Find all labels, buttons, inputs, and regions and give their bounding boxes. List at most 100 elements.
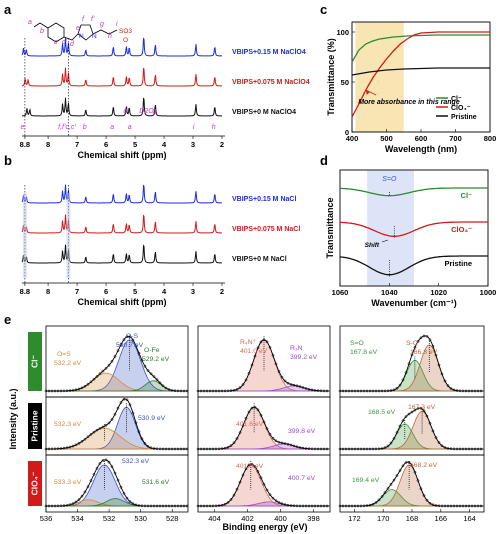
ftir-series-line <box>339 255 488 276</box>
xps-data-point <box>232 493 236 497</box>
peak-label: a <box>110 124 114 131</box>
series-label: VBIPS+0.075 M NaClO4 <box>232 79 310 86</box>
xps-data-point <box>104 458 108 462</box>
xps-data-point <box>307 447 311 451</box>
imidazole-ring <box>77 24 94 41</box>
row-label: Cl⁻ <box>29 355 39 369</box>
xps-data-point <box>377 498 381 502</box>
x-tick-label: 536 <box>40 514 53 523</box>
xps-data-point <box>319 447 323 451</box>
xps-data-point <box>410 464 414 467</box>
xps-data-point <box>256 408 260 412</box>
xps-data-point <box>368 389 372 393</box>
xps-data-point <box>137 430 141 434</box>
xps-annotation: O-Fe <box>144 347 160 354</box>
xps-data-point <box>83 384 87 388</box>
xps-data-point <box>443 379 447 383</box>
xps-data-point <box>322 504 326 508</box>
xps-data-point <box>313 504 317 508</box>
xps-data-point <box>289 383 293 386</box>
peak-label: D2O <box>139 108 154 115</box>
xps-data-point <box>473 447 477 451</box>
xps-envelope <box>340 407 484 450</box>
xps-data-point <box>104 423 108 427</box>
xps-data-point <box>383 446 387 450</box>
x-tick-label: 398 <box>307 514 320 523</box>
xps-data-point <box>419 336 423 340</box>
xps-data-point <box>173 504 177 508</box>
xps-data-point <box>155 378 159 382</box>
xps-data-point <box>223 389 227 393</box>
xps-data-point <box>101 459 105 462</box>
xps-data-point <box>377 447 381 451</box>
panel-a-nmr: VBIPS+0.15 M NaClO4 VBIPS+0.075 M NaClO4 V… <box>20 16 310 160</box>
xps-data-point <box>455 447 459 451</box>
structure-label: d <box>70 41 75 48</box>
structure-label: f <box>82 16 85 23</box>
xps-data-point <box>211 504 215 508</box>
xps-data-point <box>322 389 326 393</box>
x-axis-title: Binding energy (eV) <box>222 522 307 532</box>
xps-data-point <box>389 482 393 486</box>
xps-data-point <box>71 389 75 392</box>
xps-data-point <box>205 389 209 393</box>
arrow-head <box>365 90 370 95</box>
xps-data-point <box>68 503 72 507</box>
nmr-series-line <box>21 37 222 57</box>
xps-data-point <box>395 474 399 477</box>
xps-data-point <box>104 367 108 370</box>
series-label: ClO₄⁻ <box>451 225 472 234</box>
xps-data-point <box>116 349 120 353</box>
nmr-series-line <box>21 214 222 234</box>
xps-data-point <box>170 447 174 451</box>
xps-data-point <box>386 444 390 448</box>
panel-c-uvvis: 400 500 600 700 800 0 50 100 Wavelength (nm) Tran… <box>326 21 496 154</box>
xps-data-point <box>199 389 203 393</box>
xps-data-point <box>128 403 132 407</box>
xps-data-point <box>359 389 363 393</box>
xps-data-point <box>319 389 323 393</box>
xps-data-point <box>262 482 266 486</box>
xps-data-point <box>271 496 275 500</box>
xps-data-point <box>53 447 57 451</box>
xps-data-point <box>286 381 290 385</box>
xps-data-point <box>470 447 474 451</box>
nmr-series-line <box>22 97 222 117</box>
xps-data-point <box>173 389 177 393</box>
xps-data-point <box>443 504 447 508</box>
xps-data-point <box>155 447 159 451</box>
x-axis-title: Chemical shift (ppm) <box>77 297 166 307</box>
xps-data-point <box>416 479 420 482</box>
legend-label: ClO₄⁻ <box>451 105 471 112</box>
xps-annotation: 530.7 eV <box>116 342 144 349</box>
xps-data-point <box>419 487 423 491</box>
xps-data-point <box>350 389 354 393</box>
xps-data-point <box>310 388 314 392</box>
xps-data-point <box>47 389 51 393</box>
xps-data-point <box>256 470 260 473</box>
xps-data-point <box>77 498 81 501</box>
row-tab <box>28 332 42 391</box>
xps-data-point <box>371 502 375 506</box>
xps-data-point <box>170 504 174 508</box>
xps-data-point <box>392 388 396 392</box>
xps-data-point <box>185 447 189 451</box>
xps-data-point <box>98 427 102 430</box>
xps-data-point <box>158 381 162 385</box>
x-tick-label: 8 <box>46 140 50 149</box>
xps-data-point <box>125 496 129 500</box>
xps-data-point <box>277 501 281 504</box>
series-label: VBIPS+0 M NaCl <box>232 256 287 263</box>
xps-data-point <box>341 504 345 508</box>
xps-annotation: S-O <box>406 340 418 347</box>
xps-data-point <box>56 389 60 393</box>
xps-data-point <box>125 398 129 402</box>
nmr-series-line <box>21 184 222 204</box>
xps-frame <box>197 454 331 513</box>
uvvis-series-line <box>351 67 490 76</box>
xps-data-point <box>50 504 54 508</box>
xps-data-point <box>149 504 153 508</box>
y-axis-title: Transmittance <box>325 197 335 258</box>
xps-data-point <box>247 463 251 467</box>
xps-data-point <box>229 498 233 501</box>
